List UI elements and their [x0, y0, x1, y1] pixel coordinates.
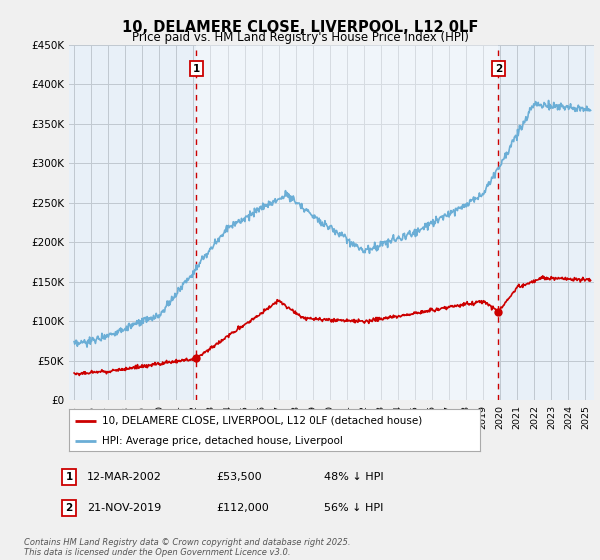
- Text: 12-MAR-2002: 12-MAR-2002: [87, 472, 162, 482]
- Text: 10, DELAMERE CLOSE, LIVERPOOL, L12 0LF (detached house): 10, DELAMERE CLOSE, LIVERPOOL, L12 0LF (…: [102, 416, 422, 426]
- Text: Price paid vs. HM Land Registry's House Price Index (HPI): Price paid vs. HM Land Registry's House …: [131, 31, 469, 44]
- Text: 48% ↓ HPI: 48% ↓ HPI: [324, 472, 383, 482]
- Text: 56% ↓ HPI: 56% ↓ HPI: [324, 503, 383, 513]
- Text: £112,000: £112,000: [216, 503, 269, 513]
- Text: Contains HM Land Registry data © Crown copyright and database right 2025.
This d: Contains HM Land Registry data © Crown c…: [24, 538, 350, 557]
- Text: 1: 1: [65, 472, 73, 482]
- Text: 1: 1: [193, 63, 200, 73]
- Text: HPI: Average price, detached house, Liverpool: HPI: Average price, detached house, Live…: [102, 436, 343, 446]
- Text: 21-NOV-2019: 21-NOV-2019: [87, 503, 161, 513]
- Text: 10, DELAMERE CLOSE, LIVERPOOL, L12 0LF: 10, DELAMERE CLOSE, LIVERPOOL, L12 0LF: [122, 20, 478, 35]
- Text: 2: 2: [65, 503, 73, 513]
- Bar: [196, 45, 499, 400]
- Text: 2: 2: [495, 63, 502, 73]
- Text: £53,500: £53,500: [216, 472, 262, 482]
